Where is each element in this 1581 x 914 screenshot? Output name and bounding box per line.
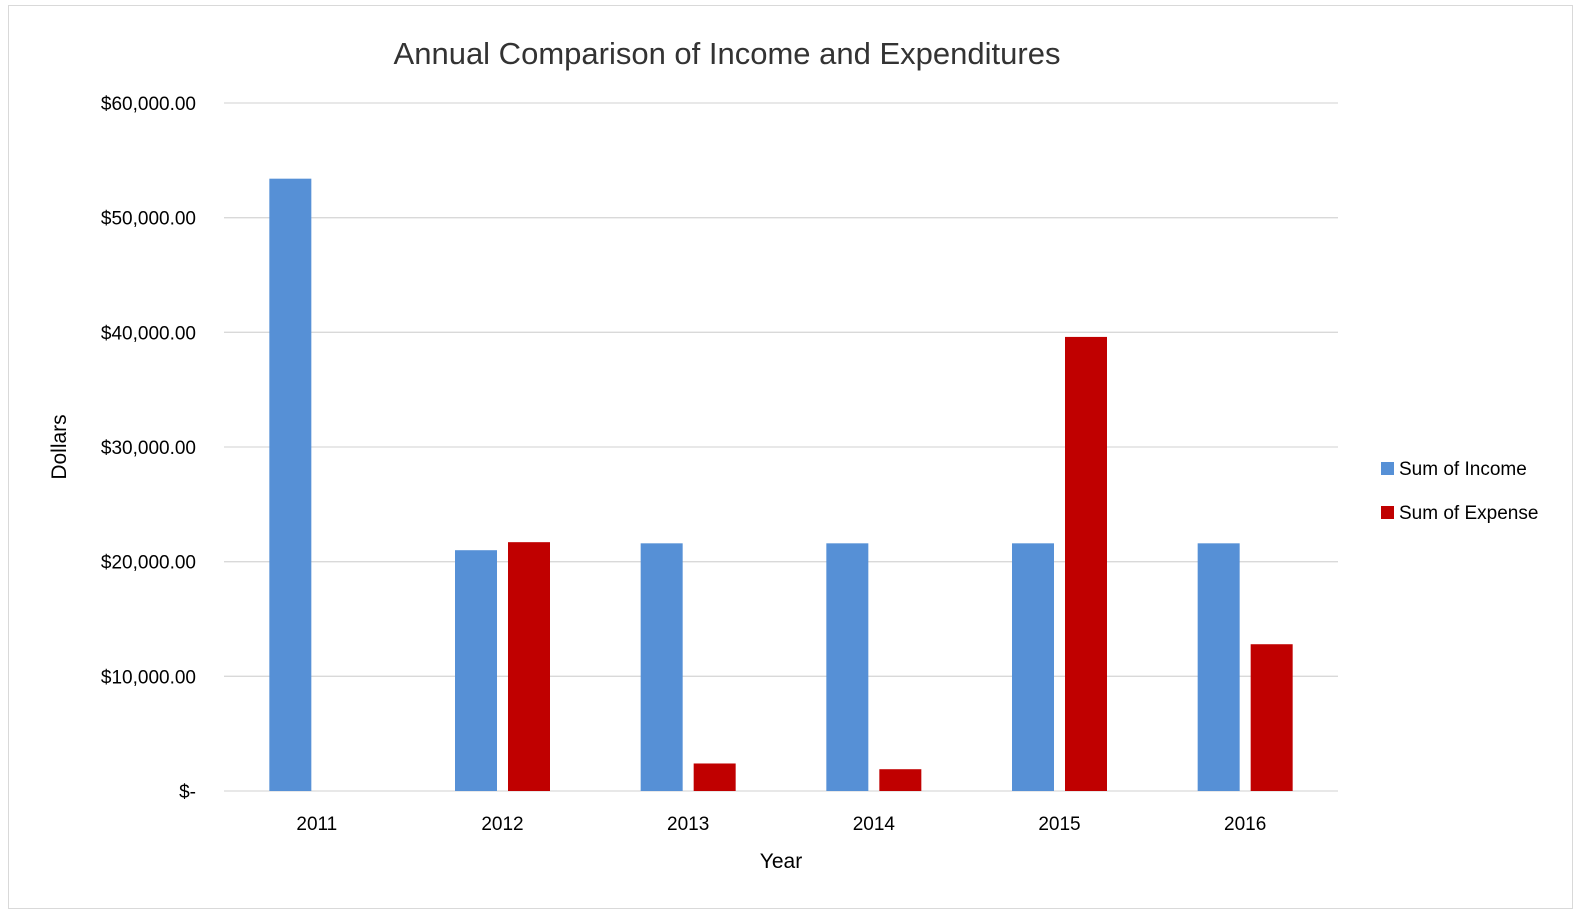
bar-income <box>455 550 497 791</box>
legend-label: Sum of Expense <box>1399 503 1538 524</box>
bar-expense <box>1250 644 1293 791</box>
x-tick-label: 2012 <box>481 814 523 835</box>
bars <box>269 178 1293 791</box>
bar-expense <box>879 769 922 791</box>
x-tick-label: 2015 <box>1038 814 1080 835</box>
bar-expense <box>508 542 550 791</box>
bar-income <box>640 543 683 791</box>
legend: Sum of Income Sum of Expense <box>1381 459 1538 524</box>
bar-expense <box>1065 336 1107 791</box>
y-tick-label: $40,000.00 <box>101 323 196 344</box>
chart-title: Annual Comparison of Income and Expendit… <box>394 36 1061 71</box>
legend-swatch <box>1381 506 1394 519</box>
gridlines <box>224 102 1338 792</box>
y-tick-label: $10,000.00 <box>101 667 196 688</box>
x-axis-ticks: 2011 2012 2013 2014 2015 2016 <box>296 814 1266 835</box>
y-tick-label: $30,000.00 <box>101 438 196 459</box>
bar-expense <box>693 763 736 791</box>
bar-income <box>1012 543 1054 791</box>
y-tick-label: $50,000.00 <box>101 209 196 230</box>
x-tick-label: 2011 <box>296 814 337 835</box>
y-tick-label: $20,000.00 <box>101 553 196 574</box>
x-tick-label: 2016 <box>1224 814 1266 835</box>
legend-label: Sum of Income <box>1399 459 1527 480</box>
x-tick-label: 2013 <box>667 814 709 835</box>
y-tick-label: $- <box>179 782 196 803</box>
bar-income <box>826 543 869 791</box>
x-tick-label: 2014 <box>853 814 896 835</box>
bar-income <box>269 178 312 791</box>
legend-swatch <box>1381 462 1394 475</box>
y-tick-label: $60,000.00 <box>101 94 196 115</box>
y-axis-ticks: $- $10,000.00 $20,000.00 $30,000.00 $40,000.… <box>101 94 196 803</box>
y-axis-title: Dollars <box>48 414 71 479</box>
bar-income <box>1197 543 1240 791</box>
chart-frame <box>8 5 1573 909</box>
x-axis-title: Year <box>760 850 802 873</box>
